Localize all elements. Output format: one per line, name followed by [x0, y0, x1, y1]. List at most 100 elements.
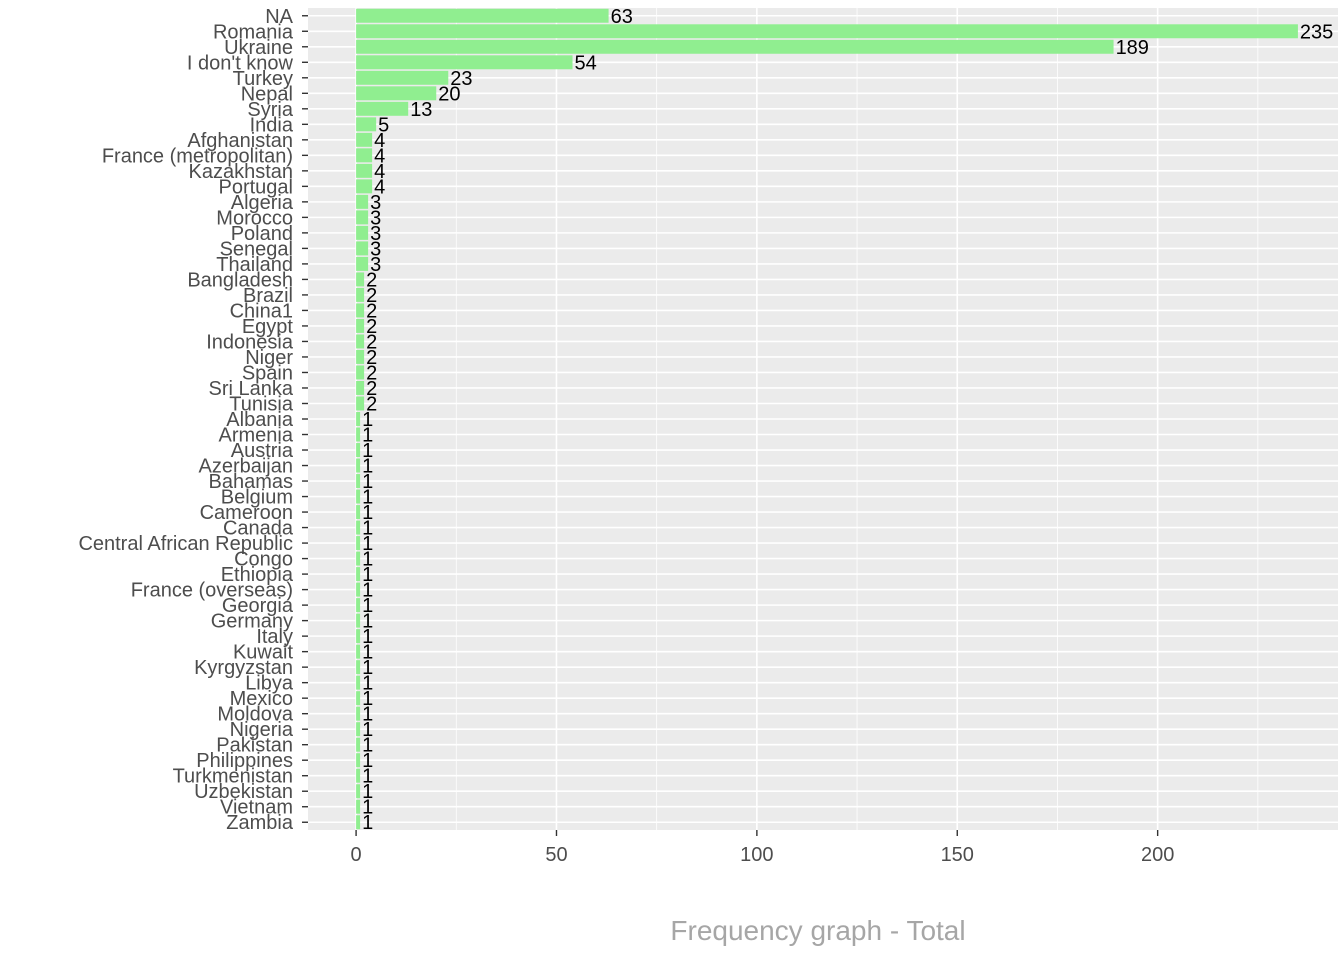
data-label: 1	[362, 688, 373, 710]
bar	[356, 210, 369, 225]
data-label: 2	[366, 393, 377, 415]
data-label: 4	[374, 161, 385, 183]
data-label: 235	[1300, 21, 1333, 43]
data-label: 2	[366, 300, 377, 322]
bar	[356, 132, 373, 147]
bar	[356, 520, 361, 535]
bar	[356, 784, 361, 799]
category-label: Thailand	[216, 254, 293, 276]
bar	[356, 101, 409, 116]
x-axis: 0 50 100 150 200	[351, 830, 1174, 866]
bar	[356, 365, 365, 380]
category-label: Nigeria	[230, 719, 294, 741]
category-label: Brazil	[243, 285, 293, 307]
category-label: Bahamas	[209, 471, 294, 493]
bar	[356, 179, 373, 194]
x-axis-title: Frequency graph - Total	[670, 915, 965, 946]
category-label: Poland	[231, 223, 293, 245]
data-label: 2	[366, 347, 377, 369]
category-label: Morocco	[216, 207, 293, 229]
data-label: 2	[366, 316, 377, 338]
bar	[356, 412, 361, 426]
category-label: Italy	[256, 626, 293, 648]
category-label: Belgium	[221, 487, 293, 509]
bar	[356, 753, 361, 768]
category-label: Ethiopia	[221, 564, 294, 586]
category-label: France (metropolitan)	[102, 145, 293, 167]
category-label: Canada	[223, 518, 294, 540]
data-label: 1	[362, 812, 373, 834]
bar	[356, 815, 361, 830]
data-label: 20	[438, 83, 460, 105]
bar	[356, 86, 437, 101]
bar	[356, 148, 373, 163]
data-label: 5	[378, 114, 389, 136]
data-label: 1	[362, 642, 373, 664]
data-label: 1	[362, 704, 373, 726]
category-label: Senegal	[220, 238, 293, 260]
bar	[356, 536, 361, 551]
bar	[356, 722, 361, 737]
category-label: Central African Republic	[78, 533, 293, 555]
bar	[356, 644, 361, 659]
bar	[356, 396, 365, 411]
category-label: Congo	[234, 549, 293, 571]
data-label: 1	[362, 502, 373, 524]
data-label: 2	[366, 269, 377, 291]
data-label: 1	[362, 673, 373, 695]
category-label: Uzbekistan	[194, 781, 293, 803]
data-label: 1	[362, 595, 373, 617]
category-label: Bangladesh	[187, 269, 293, 291]
data-label: 1	[362, 735, 373, 757]
category-label: Pakistan	[216, 735, 293, 757]
data-label: 1	[362, 533, 373, 555]
bar	[356, 24, 1298, 39]
category-label: Cameroon	[200, 502, 293, 524]
bar	[356, 55, 573, 70]
category-label: Azerbaijan	[198, 456, 293, 478]
category-label: Kyrgyzstan	[194, 657, 293, 679]
data-label: 1	[362, 750, 373, 772]
category-label: Germany	[211, 611, 293, 633]
bar	[356, 505, 361, 520]
category-label: Egypt	[242, 316, 294, 338]
bar	[356, 303, 365, 318]
bar	[356, 458, 361, 473]
data-label: 3	[370, 192, 381, 214]
category-label: Libya	[245, 673, 294, 695]
bar	[356, 706, 361, 721]
data-label: 4	[374, 130, 385, 152]
data-label: 3	[370, 238, 381, 260]
category-label: NA	[265, 6, 293, 28]
data-label: 4	[374, 176, 385, 198]
bar	[356, 737, 361, 752]
category-label: Portugal	[219, 176, 294, 198]
data-label-layer: 6323518954232013544443333322222222211111…	[362, 6, 1333, 834]
data-label: 3	[370, 207, 381, 229]
bar	[356, 427, 361, 442]
bar	[356, 582, 361, 597]
category-label: Tunisia	[229, 393, 294, 415]
data-label: 1	[362, 425, 373, 447]
category-label: Georgia	[222, 595, 294, 617]
data-label: 1	[362, 657, 373, 679]
category-label: India	[250, 114, 294, 136]
bar	[356, 349, 365, 364]
bar	[356, 613, 361, 628]
data-label: 1	[362, 781, 373, 803]
category-label: Turkey	[233, 68, 293, 90]
bar	[356, 318, 365, 333]
bar	[356, 660, 361, 675]
data-label: 1	[362, 797, 373, 819]
bar	[356, 163, 373, 178]
data-label: 1	[362, 471, 373, 493]
data-label: 1	[362, 456, 373, 478]
x-tick-label: 100	[740, 844, 773, 866]
bar	[356, 567, 361, 582]
bar	[356, 799, 361, 814]
category-label: Romania	[213, 21, 294, 43]
bar	[356, 334, 365, 349]
bar	[356, 8, 609, 23]
